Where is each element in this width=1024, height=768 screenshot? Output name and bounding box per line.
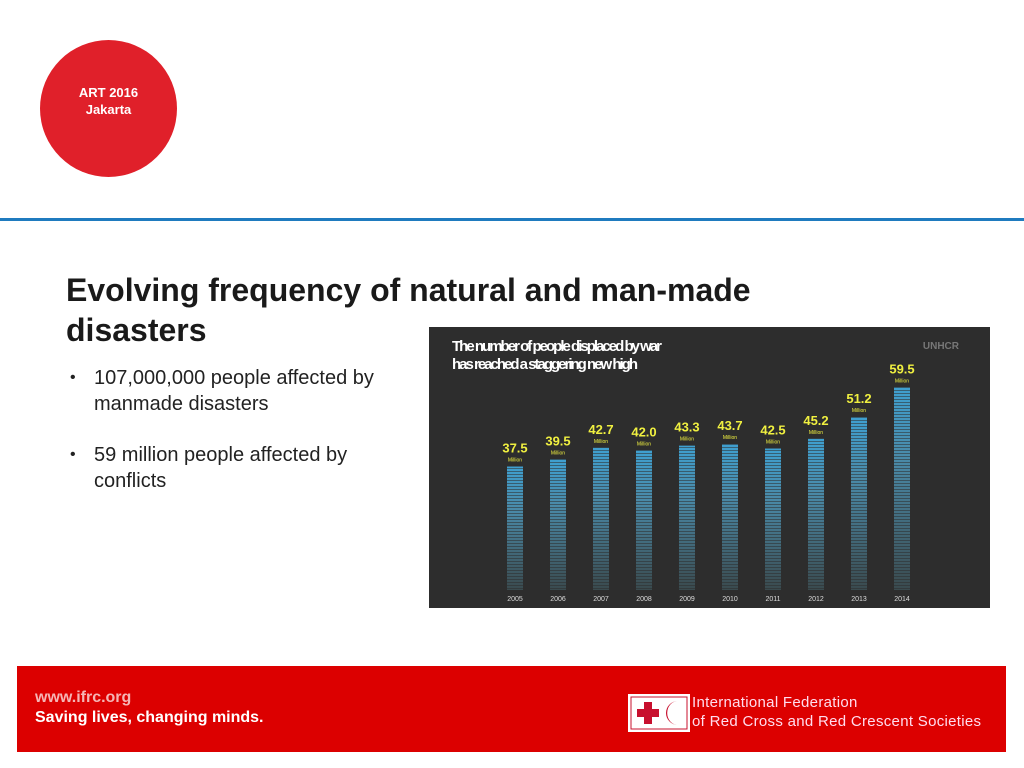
unit-label: Million xyxy=(594,439,608,445)
unhcr-logo: UNHCR xyxy=(923,341,960,352)
year-label: 2009 xyxy=(679,596,695,603)
chart-title-line2: has reached a staggering new high xyxy=(452,356,638,373)
unit-label: Million xyxy=(809,430,823,436)
badge-line2: Jakarta xyxy=(85,102,132,117)
org-line2: of Red Cross and Red Crescent Societies xyxy=(692,713,982,730)
unit-label: Million xyxy=(551,450,565,456)
bar-stripes xyxy=(636,450,652,590)
value-label: 51.2 xyxy=(846,391,871,406)
bar-stripes xyxy=(765,448,781,590)
slogan: Saving lives, changing minds. xyxy=(35,709,264,726)
organization-name: International Federation of Red Cross an… xyxy=(692,693,981,731)
slide-title: Evolving frequency of natural and man-ma… xyxy=(66,272,751,348)
bar-stripes xyxy=(808,438,824,590)
bar-stripes xyxy=(894,387,910,590)
bar-stripes xyxy=(722,444,738,590)
value-label: 39.5 xyxy=(545,433,570,448)
value-label: 43.3 xyxy=(674,420,699,435)
event-badge: ART 2016 Jakarta xyxy=(40,40,177,177)
year-label: 2005 xyxy=(507,596,523,603)
chart-title-line1: The number of people displaced by war xyxy=(452,338,662,355)
unit-label: Million xyxy=(766,440,780,446)
year-label: 2010 xyxy=(722,596,738,603)
year-label: 2011 xyxy=(765,596,780,603)
year-label: 2013 xyxy=(851,596,867,603)
value-label: 42.7 xyxy=(588,422,613,437)
bar-stripes xyxy=(593,447,609,590)
year-label: 2006 xyxy=(550,596,566,603)
footer-band: www.ifrc.org Saving lives, changing mind… xyxy=(17,666,1006,752)
unit-label: Million xyxy=(852,408,866,414)
unit-label: Million xyxy=(723,435,737,441)
unit-label: Million xyxy=(637,441,651,447)
year-label: 2014 xyxy=(894,596,910,603)
badge-line1: ART 2016 xyxy=(78,85,139,100)
value-label: 59.5 xyxy=(889,361,914,376)
unit-label: Million xyxy=(680,437,694,443)
unit-label: Million xyxy=(895,378,909,384)
value-label: 43.7 xyxy=(717,418,742,433)
bar-stripes xyxy=(507,466,523,590)
year-label: 2012 xyxy=(808,596,824,603)
value-label: 42.5 xyxy=(760,423,785,438)
website-link[interactable]: www.ifrc.org xyxy=(35,689,132,706)
year-label: 2007 xyxy=(593,596,609,603)
bullet-list: 107,000,000 people affected by manmade d… xyxy=(70,365,410,519)
year-label: 2008 xyxy=(636,596,652,603)
value-label: 37.5 xyxy=(502,441,527,456)
value-label: 45.2 xyxy=(803,413,828,428)
bullet-item: 107,000,000 people affected by manmade d… xyxy=(70,365,410,417)
chart-svg: The number of people displaced by warhas… xyxy=(452,338,960,603)
header-divider xyxy=(0,218,1024,221)
unit-label: Million xyxy=(508,458,522,464)
bar-stripes xyxy=(550,459,566,590)
org-line1: International Federation xyxy=(692,694,858,711)
bar-stripes xyxy=(679,445,695,590)
bullet-item: 59 million people affected by conflicts xyxy=(70,442,410,494)
bar-stripes xyxy=(851,417,867,590)
red-cross-crescent-logo xyxy=(628,694,690,732)
value-label: 42.0 xyxy=(631,424,656,439)
displacement-chart: The number of people displaced by war has… xyxy=(429,327,990,608)
